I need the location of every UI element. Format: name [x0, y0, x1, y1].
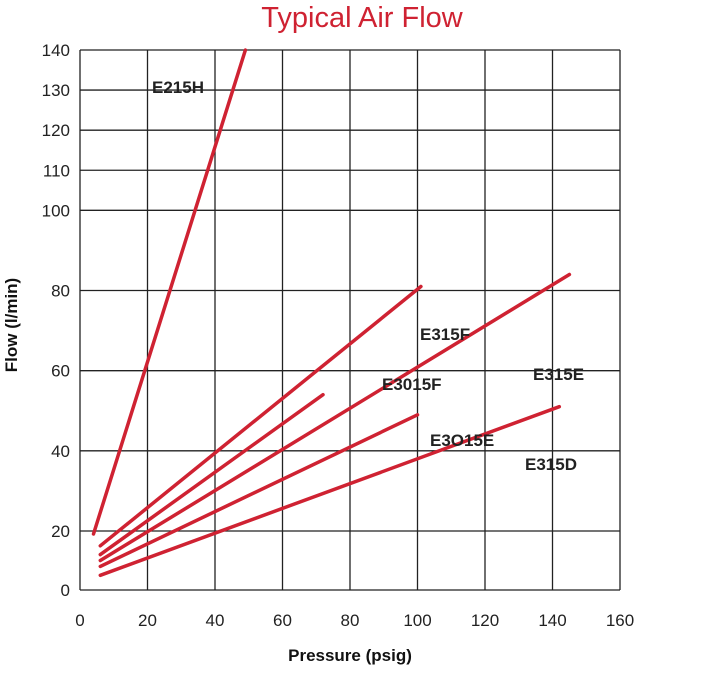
series-line-e3015f — [98, 392, 325, 557]
y-tick-label: 20 — [51, 522, 70, 541]
y-tick-label: 140 — [42, 41, 70, 60]
chart-title: Typical Air Flow — [261, 2, 463, 34]
series-line-e315e — [98, 272, 572, 563]
y-tick-label: 40 — [51, 442, 70, 461]
series-line-e3o15e — [98, 413, 420, 569]
series-line-e315f — [98, 284, 423, 548]
y-tick-label: 130 — [42, 81, 70, 100]
series-label: E315E — [533, 365, 584, 384]
y-tick-label: 60 — [51, 362, 70, 381]
y-tick-label: 120 — [42, 121, 70, 140]
y-tick-label: 100 — [42, 201, 70, 220]
series-line-e315d — [98, 404, 562, 578]
x-tick-label: 120 — [471, 611, 499, 630]
y-axis-label: Flow (l/min) — [2, 277, 21, 373]
x-tick-label: 0 — [75, 611, 84, 630]
x-tick-label: 160 — [606, 611, 634, 630]
series-label: E315D — [525, 455, 577, 474]
x-tick-label: 80 — [341, 611, 360, 630]
x-axis-label: Pressure (psig) — [288, 646, 412, 665]
x-tick-label: 140 — [538, 611, 566, 630]
series-line-e215h — [91, 48, 248, 536]
series-label: E3015F — [382, 375, 442, 394]
x-tick-label: 40 — [206, 611, 225, 630]
series-label: E3O15E — [430, 431, 494, 450]
series-label: E315F — [420, 325, 470, 344]
y-tick-label: 0 — [61, 581, 70, 600]
x-tick-label: 20 — [138, 611, 157, 630]
y-tick-label: 110 — [43, 161, 70, 180]
x-tick-label: 100 — [403, 611, 431, 630]
y-tick-label: 80 — [51, 282, 70, 301]
x-tick-label: 60 — [273, 611, 292, 630]
series-label: E215H — [152, 78, 204, 97]
